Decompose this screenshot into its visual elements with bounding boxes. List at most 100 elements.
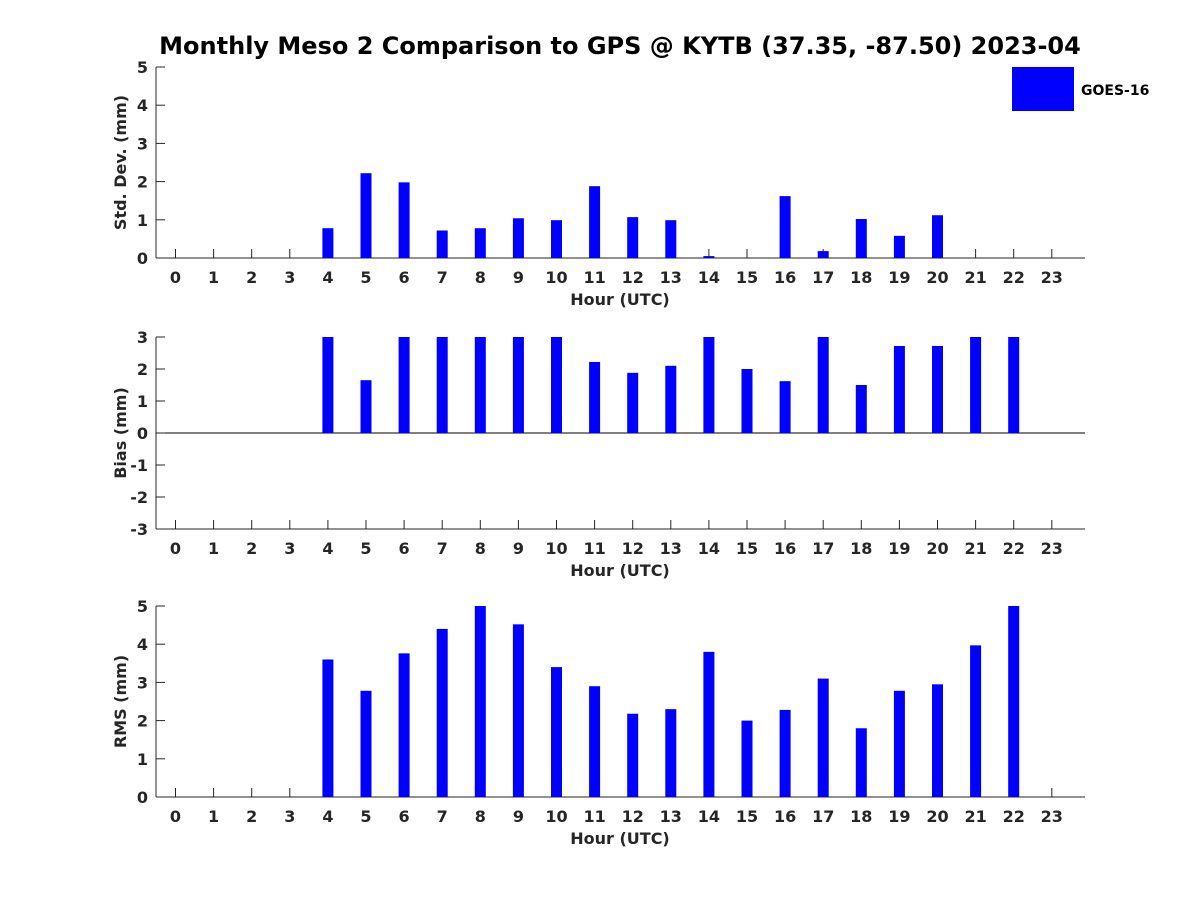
panel-1-x-tick-label: 21 [964, 268, 986, 287]
panel-1-bar-hour-9 [512, 218, 524, 258]
panel-1-bar-hour-19 [893, 235, 905, 258]
panel-1-bar-hour-20 [932, 215, 943, 258]
panel-1-x-tick-label: 4 [322, 268, 333, 287]
panel-3-x-tick-label: 19 [888, 807, 910, 826]
panel-2-x-tick-label: 19 [888, 539, 910, 558]
panel-3-x-tick-label: 23 [1041, 807, 1063, 826]
panel-1-x-tick-label: 19 [888, 268, 910, 287]
panel-3-bar-hour-16 [779, 709, 791, 797]
panel-1-bar-hour-16 [779, 196, 791, 258]
panel-2-bar-hour-22 [1008, 337, 1020, 433]
panel-2-x-tick-label: 14 [698, 539, 720, 558]
panel-1-x-tick-label: 17 [812, 268, 834, 287]
panel-3-x-tick-label: 3 [284, 807, 295, 826]
panel-3-y-tick-label: 1 [137, 750, 148, 769]
panel-1-bar-hour-5 [360, 173, 372, 258]
panel-1-bar-hour-17 [817, 251, 829, 258]
panel-2-x-tick-label: 22 [1003, 539, 1025, 558]
panel-2-x-label: Hour (UTC) [570, 561, 670, 580]
panel-2-y-tick-label: -2 [130, 488, 148, 507]
panel-2-bar-hour-19 [893, 345, 905, 433]
panel-2-x-tick-label: 11 [583, 539, 605, 558]
panel-3-x-tick-label: 17 [812, 807, 834, 826]
panel-3-bar-hour-7 [436, 628, 448, 797]
panel-2-x-tick-label: 20 [926, 539, 948, 558]
panel-3-y-tick-label: 4 [137, 635, 148, 654]
panel-1-x-tick-label: 11 [583, 268, 605, 287]
panel-3-bar-hour-9 [512, 624, 524, 797]
panel-1-y-tick-label: 5 [137, 58, 148, 77]
panel-1-x-tick-label: 12 [622, 268, 644, 287]
panel-1-x-tick-label: 7 [437, 268, 448, 287]
panel-1-x-tick-label: 15 [736, 268, 758, 287]
panel-2-x-tick-label: 18 [850, 539, 872, 558]
panel-1-x-tick-label: 18 [850, 268, 872, 287]
panel-3-x-tick-label: 6 [399, 807, 410, 826]
panel-1-bar-hour-6 [398, 182, 410, 258]
panel-1-bar-hour-4 [322, 228, 334, 258]
panel-2-y-tick-label: 3 [137, 328, 148, 347]
panel-3-x-tick-label: 20 [926, 807, 948, 826]
panel-1-x-tick-label: 20 [926, 268, 948, 287]
panel-3-bar-hour-11 [589, 686, 601, 797]
panel-1-x-tick-label: 10 [545, 268, 567, 287]
panel-3-x-tick-label: 13 [660, 807, 682, 826]
panel-2-bar-hour-7 [436, 337, 448, 433]
panel-1-x-tick-label: 14 [698, 268, 720, 287]
panel-2-x-tick-label: 4 [322, 539, 333, 558]
panel-2-bar-hour-10 [551, 337, 562, 433]
panel-1-x-tick-label: 13 [660, 268, 682, 287]
panel-1-bar-hour-10 [551, 220, 562, 258]
chart-title: Monthly Meso 2 Comparison to GPS @ KYTB … [159, 32, 1081, 60]
panel-1-y-tick-label: 4 [137, 96, 148, 115]
panel-3-bar-hour-20 [932, 684, 943, 797]
panel-3-y-label: RMS (mm) [111, 655, 130, 748]
panel-3-x-tick-label: 8 [475, 807, 486, 826]
panel-1-bar-hour-7 [436, 230, 448, 258]
panel-3-x-tick-label: 14 [698, 807, 720, 826]
legend: GOES-16 [1012, 67, 1149, 111]
panel-2-bar-hour-9 [512, 337, 524, 433]
panel-2-y-tick-label: -1 [130, 456, 148, 475]
panel-3-bar-hour-4 [322, 659, 334, 797]
legend-label: GOES-16 [1081, 83, 1149, 99]
panel-3-x-label: Hour (UTC) [570, 829, 670, 848]
panel-2-bar-hour-17 [817, 337, 829, 433]
panel-2-x-tick-label: 1 [208, 539, 219, 558]
panel-2-x-tick-label: 5 [360, 539, 371, 558]
panel-3-bar-hour-14 [703, 651, 715, 797]
panel-3-x-tick-label: 10 [545, 807, 567, 826]
panel-2-y-tick-label: -3 [130, 520, 148, 539]
panel-3-bar-hour-17 [817, 678, 829, 797]
panel-3-x-tick-label: 9 [513, 807, 524, 826]
panel-2-y-label: Bias (mm) [111, 387, 130, 479]
panel-2-bar-hour-11 [589, 361, 601, 433]
panel-2-bar-hour-4 [322, 337, 334, 433]
panel-2-x-tick-label: 3 [284, 539, 295, 558]
panel-1-bar-hour-14 [703, 256, 715, 258]
panel-2-bar-hour-16 [779, 381, 791, 433]
panel-3-x-tick-label: 15 [736, 807, 758, 826]
panel-1-bar-hour-11 [589, 186, 601, 258]
panel-1-x-tick-label: 5 [360, 268, 371, 287]
panel-2-bar-hour-6 [398, 337, 410, 433]
panel-2-x-tick-label: 8 [475, 539, 486, 558]
panel-3-bar-hour-8 [474, 606, 486, 797]
panel-2-x-tick-label: 16 [774, 539, 796, 558]
panel-2-bar-hour-5 [360, 380, 372, 433]
panel-2-x-tick-label: 0 [170, 539, 181, 558]
panel-1-x-tick-label: 2 [246, 268, 257, 287]
panel-3-bar-hour-12 [627, 713, 639, 797]
panel-3-x-tick-label: 18 [850, 807, 872, 826]
panel-3-y-tick-label: 5 [137, 597, 148, 616]
panel-1-bar-hour-8 [474, 228, 486, 258]
panel-1-x-tick-label: 9 [513, 268, 524, 287]
panel-2-x-tick-label: 6 [399, 539, 410, 558]
panel-3-x-tick-label: 1 [208, 807, 219, 826]
panel-2-x-tick-label: 23 [1041, 539, 1063, 558]
panel-2-y-tick-label: 0 [137, 424, 148, 443]
panel-2-bar-hour-15 [741, 369, 753, 433]
panel-3-x-tick-label: 2 [246, 807, 257, 826]
panel-2-bar-hour-8 [474, 337, 486, 433]
